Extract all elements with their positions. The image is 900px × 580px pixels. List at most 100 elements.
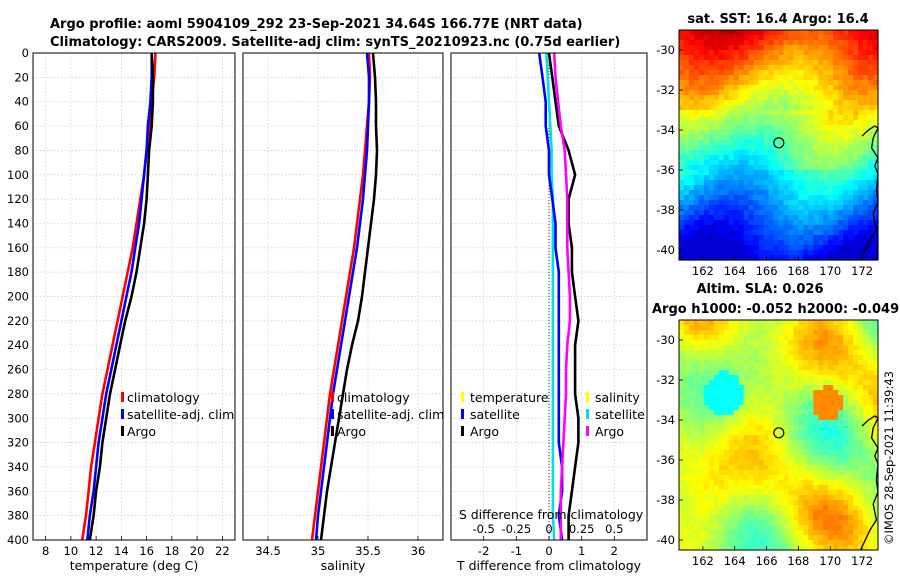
map-cell (798, 360, 804, 366)
map-cell (858, 145, 864, 151)
map-cell (768, 470, 775, 476)
map-cell (728, 135, 735, 141)
map-cell (698, 415, 705, 421)
map-cell (703, 65, 710, 71)
map-cell (718, 495, 725, 501)
map-cell (823, 35, 829, 41)
map-cell (833, 320, 839, 326)
difference-legend: temperaturesatelliteArgosalinitysatellit… (461, 390, 645, 439)
map-cell (698, 235, 705, 241)
map-cell (788, 180, 795, 186)
map-cell (818, 195, 824, 201)
map-cell (713, 530, 720, 536)
map-cell (723, 375, 730, 381)
map-cell (828, 405, 834, 411)
map-cell (758, 35, 765, 41)
map-cell (708, 210, 715, 216)
map-cell (853, 160, 859, 166)
map-cell (863, 425, 869, 431)
map-cell (723, 205, 730, 211)
map-cell (813, 335, 819, 341)
map-cell (683, 365, 690, 371)
map-cell (708, 385, 715, 391)
map-cell (758, 135, 765, 141)
legend-swatch (121, 392, 124, 402)
map-cell (823, 415, 829, 421)
map-cell (788, 60, 795, 66)
map-cell (793, 450, 799, 456)
map-cell (728, 250, 735, 256)
map-cell (798, 505, 804, 511)
map-cell (813, 405, 819, 411)
map-cell (848, 255, 854, 261)
map-cell (793, 210, 799, 216)
map-cell (773, 165, 780, 171)
map-cell (868, 490, 874, 496)
map-cell (798, 335, 804, 341)
map-cell (723, 505, 730, 511)
map-cell (788, 170, 795, 176)
map-cell (713, 410, 720, 416)
map-cell (723, 100, 730, 106)
map-cell (818, 190, 824, 196)
map-cell (708, 220, 715, 226)
map-cell (688, 455, 695, 461)
map-cell (723, 245, 730, 251)
lon-tick-label: 170 (819, 264, 841, 278)
map-cell (688, 110, 695, 116)
map-cell (693, 45, 700, 51)
map-cell (758, 480, 765, 486)
map-cell (713, 490, 720, 496)
map-cell (683, 50, 690, 56)
map-cell (798, 520, 804, 526)
map-cell (828, 85, 834, 91)
map-cell (773, 195, 780, 201)
map-cell (793, 105, 799, 111)
map-cell (793, 345, 799, 351)
map-cell (843, 190, 849, 196)
map-cell (858, 70, 864, 76)
map-cell (843, 375, 849, 381)
map-cell (723, 415, 730, 421)
map-cell (798, 380, 804, 386)
map-cell (679, 110, 685, 116)
map-cell (833, 85, 839, 91)
map-cell (838, 75, 844, 81)
map-cell (733, 375, 740, 381)
map-cell (748, 245, 755, 251)
map-cell (683, 465, 690, 471)
map-cell (783, 210, 790, 216)
map-cell (753, 390, 760, 396)
map-cell (843, 75, 849, 81)
map-cell (753, 340, 760, 346)
map-cell (718, 230, 725, 236)
map-cell (853, 335, 859, 341)
map-cell (798, 440, 804, 446)
map-cell (693, 320, 700, 326)
map-cell (813, 320, 819, 326)
map-cell (773, 395, 780, 401)
map-cell (713, 60, 720, 66)
map-cell (743, 485, 750, 491)
map-cell (708, 510, 715, 516)
map-cell (773, 190, 780, 196)
map-cell (843, 510, 849, 516)
map-cell (703, 220, 710, 226)
map-cell (788, 215, 795, 221)
map-cell (703, 30, 710, 36)
map-cell (753, 525, 760, 531)
map-cell (718, 350, 725, 356)
map-cell (873, 510, 879, 516)
map-cell (753, 450, 760, 456)
map-cell (788, 345, 795, 351)
map-cell (708, 535, 715, 541)
map-cell (679, 185, 685, 191)
map-cell (818, 525, 824, 531)
map-cell (693, 135, 700, 141)
map-cell (828, 500, 834, 506)
map-cell (873, 105, 879, 111)
map-cell (773, 375, 780, 381)
map-cell (858, 425, 864, 431)
map-cell (753, 140, 760, 146)
map-cell (858, 155, 864, 161)
